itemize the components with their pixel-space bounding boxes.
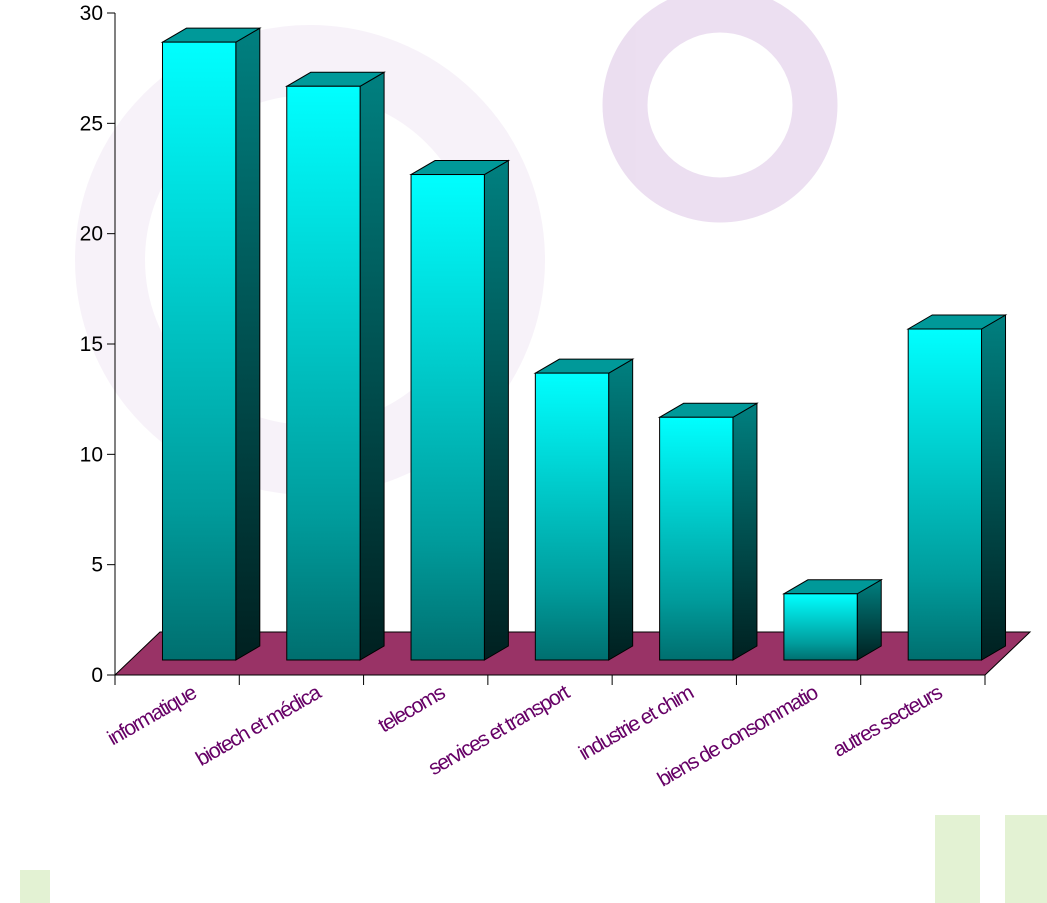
bar-front <box>286 85 361 661</box>
x-tick-label: telecoms <box>374 681 449 737</box>
x-tick-label: services et transport <box>425 681 574 781</box>
bar-front <box>410 174 485 661</box>
bar-front <box>907 328 983 661</box>
bar <box>906 314 1008 661</box>
bar-side <box>235 27 261 661</box>
y-tick-label: 20 <box>80 223 103 246</box>
bar-front <box>534 372 610 661</box>
bar-front <box>659 416 734 661</box>
bar <box>160 27 262 661</box>
bar-front <box>161 41 237 661</box>
bar <box>409 159 511 661</box>
bar-front <box>783 593 858 661</box>
y-tick-label: 30 <box>80 2 103 25</box>
y-tick-label: 10 <box>80 443 103 466</box>
bar <box>657 402 759 661</box>
bar-side <box>608 358 634 661</box>
bar-side <box>981 314 1007 661</box>
bar-side <box>732 402 758 661</box>
bar <box>782 578 884 661</box>
bar <box>533 358 635 661</box>
x-tick-label: biotech et médica <box>192 681 326 771</box>
y-tick-label: 25 <box>80 112 103 135</box>
bar <box>284 71 386 661</box>
bar-side <box>483 159 509 661</box>
y-tick-label: 0 <box>91 664 103 687</box>
y-tick-label: 5 <box>91 554 103 577</box>
x-tick-label: industrie et chim <box>575 681 698 765</box>
x-tick-label: autres secteurs <box>829 681 946 762</box>
bar-side <box>359 71 385 661</box>
y-tick-label: 15 <box>80 333 103 356</box>
x-tick-label: informatique <box>104 681 201 750</box>
